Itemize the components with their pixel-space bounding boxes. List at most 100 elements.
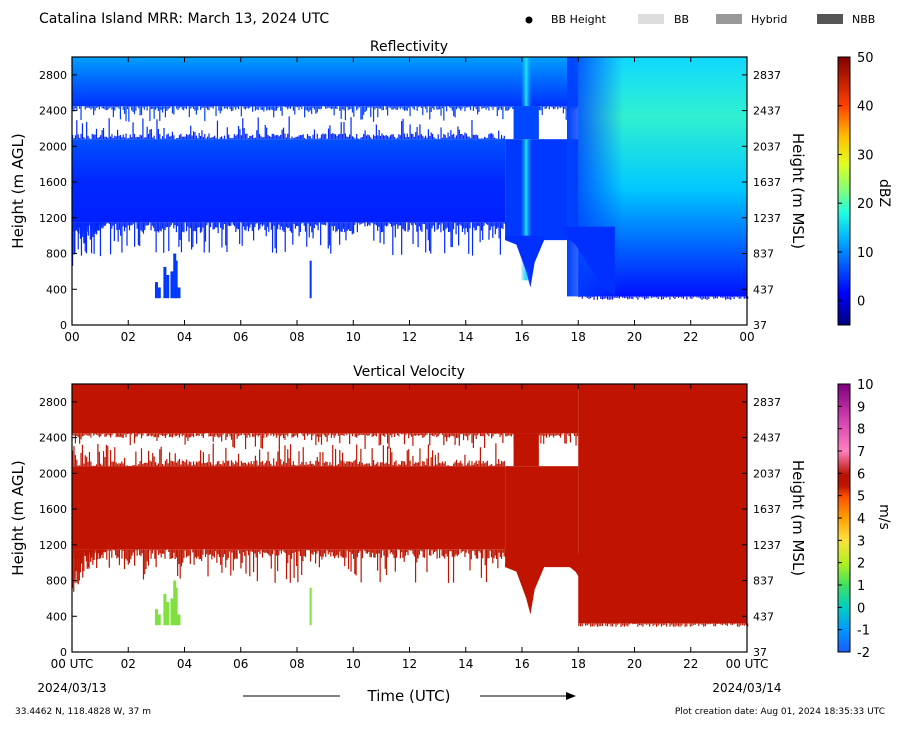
velocity-ylabel-left: Height (m AGL)	[9, 460, 27, 575]
velocity-tick-label: 4	[857, 512, 865, 527]
fall-streak-dip	[505, 563, 544, 615]
velocity-ylabel-right: Height (m MSL)	[789, 460, 807, 576]
velocity-tick-label: 10	[857, 378, 874, 393]
time-tick-label: 00	[64, 330, 79, 344]
time-tick-label: 14	[458, 330, 473, 344]
time-tick-label: 06	[233, 657, 248, 671]
msl-tick-label: 1237	[753, 539, 781, 552]
time-tick-label: 00 UTC	[51, 657, 94, 671]
time-tick-label: 22	[683, 330, 698, 344]
msl-tick-label: 437	[753, 610, 774, 623]
msl-tick-label: 37	[753, 319, 767, 332]
reflectivity-field	[72, 57, 748, 300]
msl-tick-label: 2437	[753, 105, 781, 118]
time-tick-label: 18	[571, 657, 586, 671]
time-tick-label: 20	[627, 657, 642, 671]
msl-tick-label: 437	[753, 283, 774, 296]
dbz-tick-label: 0	[857, 295, 865, 310]
time-axis-label: Time (UTC)	[367, 687, 451, 705]
velocity-tick-label: 8	[857, 423, 865, 438]
layer-top-streaks	[72, 443, 505, 466]
agl-tick-label: 2800	[39, 396, 67, 409]
end-date: 2024/03/14	[712, 681, 781, 695]
dbz-tick-label: 30	[857, 148, 874, 163]
agl-tick-label: 400	[46, 610, 67, 623]
time-tick-label: 08	[289, 657, 304, 671]
reflectivity-ylabel-left: Height (m AGL)	[9, 133, 27, 248]
gap-fill-columns	[514, 106, 539, 139]
dbz-colorbar-label: dBZ	[876, 179, 892, 207]
msl-tick-label: 2037	[753, 467, 781, 480]
msl-tick-label: 1637	[753, 503, 781, 516]
pre-rain-velocity	[505, 466, 578, 567]
velocity-tick-label: 1	[857, 579, 865, 594]
start-date: 2024/03/13	[37, 681, 106, 695]
velocity-tick-label: 5	[857, 490, 865, 505]
msl-tick-label: 2037	[753, 140, 781, 153]
time-tick-label: 16	[514, 330, 529, 344]
mid-echo-layer	[72, 139, 505, 222]
upper-echo-layer	[72, 57, 578, 106]
vertical-velocity-panel: Vertical Velocity 0400800120016002000240…	[9, 364, 892, 671]
header-legend: BB Height BB Hybrid NBB	[526, 13, 876, 26]
velocity-colorbar-label: m/s	[876, 504, 892, 530]
velocity-tick-label: 9	[857, 400, 865, 415]
agl-tick-label: 2400	[39, 432, 67, 445]
velocity-tick-label: 7	[857, 445, 865, 460]
nbb-legend-swatch	[817, 14, 843, 24]
time-tick-label: 12	[402, 657, 417, 671]
dbz-tick-label: 10	[857, 246, 874, 261]
velocity-tick-label: 2	[857, 557, 865, 572]
layer-base-streaks	[72, 549, 506, 592]
layer-top-streaks	[72, 116, 505, 139]
reflectivity-panel: Reflectivity 040080012001600200024002800…	[9, 39, 892, 344]
velocity-tick-label: 3	[857, 534, 865, 549]
msl-tick-label: 2437	[753, 432, 781, 445]
reflectivity-ylabel-right: Height (m MSL)	[789, 133, 807, 249]
time-tick-label: 12	[402, 330, 417, 344]
time-arrow-head	[566, 692, 576, 700]
station-location: 33.4462 N, 118.4828 W, 37 m	[15, 707, 151, 717]
time-tick-label: 02	[121, 657, 136, 671]
dbz-tick-label: 20	[857, 197, 874, 212]
agl-tick-label: 2400	[39, 105, 67, 118]
msl-tick-label: 2837	[753, 69, 781, 82]
time-tick-label: 20	[627, 330, 642, 344]
agl-tick-label: 1600	[39, 503, 67, 516]
reflectivity-title: Reflectivity	[370, 39, 448, 55]
agl-tick-label: 2000	[39, 140, 67, 153]
dbz-tick-label: 50	[857, 51, 874, 66]
msl-tick-label: 837	[753, 575, 774, 588]
low-level-precip	[155, 581, 312, 626]
time-tick-label: 04	[177, 330, 192, 344]
agl-tick-label: 1200	[39, 539, 67, 552]
mid-velocity-layer	[72, 466, 505, 549]
time-tick-label: 06	[233, 330, 248, 344]
msl-tick-label: 837	[753, 248, 774, 261]
agl-tick-label: 2000	[39, 467, 67, 480]
agl-tick-label: 1600	[39, 176, 67, 189]
time-tick-label: 04	[177, 657, 192, 671]
upper-layer-streaks	[72, 106, 578, 122]
agl-tick-label: 1200	[39, 212, 67, 225]
time-tick-label: 14	[458, 657, 473, 671]
agl-tick-label: 800	[46, 575, 67, 588]
dbz-colorbar	[838, 57, 850, 325]
time-tick-label: 18	[571, 330, 586, 344]
time-tick-label: 00 UTC	[726, 657, 769, 671]
upper-velocity-layer	[72, 384, 578, 433]
dbz-tick-label: 40	[857, 100, 874, 115]
time-tick-label: 02	[121, 330, 136, 344]
msl-tick-label: 2837	[753, 396, 781, 409]
bb-height-legend-dot	[526, 17, 533, 24]
legend-label-nbb: NBB	[852, 13, 875, 26]
plot-creation-date: Plot creation date: Aug 01, 2024 18:35:3…	[675, 707, 885, 717]
velocity-tick-label: 0	[857, 601, 865, 616]
time-tick-label: 10	[346, 330, 361, 344]
time-tick-label: 22	[683, 657, 698, 671]
